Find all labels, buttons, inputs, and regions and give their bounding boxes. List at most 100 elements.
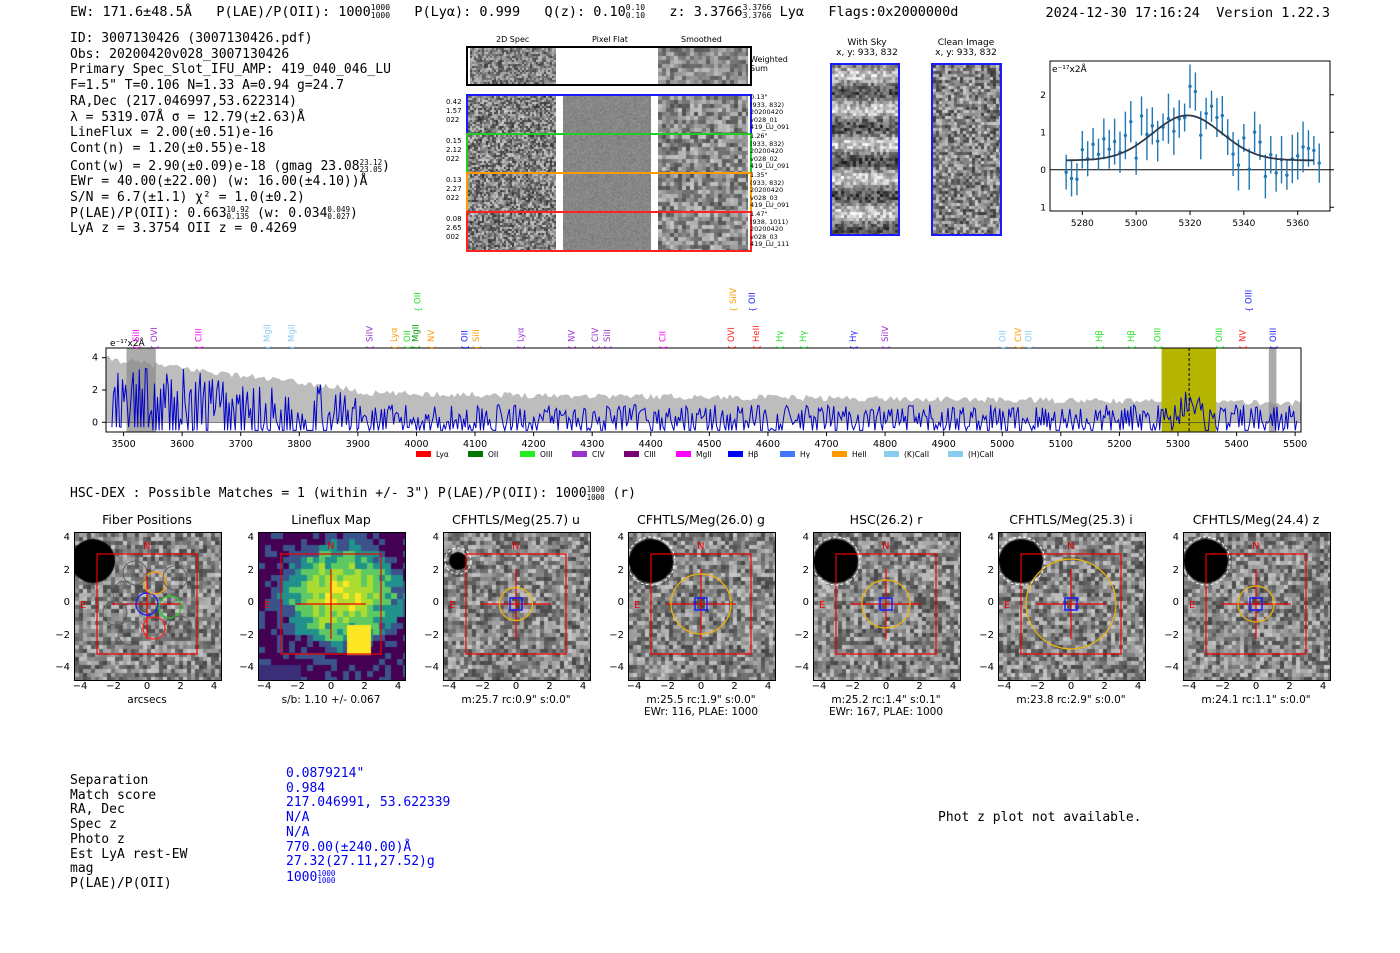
target-marker bbox=[879, 597, 893, 611]
cutout-row bbox=[466, 211, 752, 252]
emission-line-bracket: { bbox=[132, 345, 141, 350]
emission-line-bracket: { bbox=[1238, 345, 1247, 350]
panel-overlay: NE bbox=[264, 541, 382, 655]
emission-line-name: NV bbox=[427, 330, 437, 342]
emission-line-bracket: { bbox=[150, 345, 159, 350]
panel-xtick: −4 bbox=[441, 681, 457, 692]
spectrum-xtick-label: 5300 bbox=[1166, 439, 1190, 450]
zoom-point bbox=[1317, 161, 1321, 165]
flags-value: Flags:0x2000000d bbox=[828, 4, 959, 20]
panel-xtick: −4 bbox=[1181, 681, 1197, 692]
cutout-right-value: v028_02 bbox=[750, 154, 778, 163]
zoom-point bbox=[1102, 137, 1106, 141]
timestamp: 2024-12-30 17:16:24 bbox=[1045, 5, 1200, 21]
cutout-left-value: 0.15 bbox=[446, 137, 462, 145]
cutout-right-value: (938, 1011) bbox=[750, 217, 789, 226]
panel-ytick: −2 bbox=[55, 629, 70, 641]
panel-caption: m:25.5 rc:1.9" s:0.0" bbox=[646, 694, 756, 706]
aperture-circle bbox=[861, 579, 911, 629]
emission-line-label: CIV { bbox=[591, 328, 601, 350]
spectrum-xtick-label: 5400 bbox=[1224, 439, 1248, 450]
panel-title: CFHTLS/Meg(25.3) i bbox=[1009, 512, 1133, 527]
legend-swatch bbox=[728, 451, 743, 457]
emission-line-label: OII { bbox=[748, 292, 758, 312]
info-line-contw: Cont(w) = 2.90(±0.09)e-18 (gmag 23.0823.… bbox=[70, 157, 391, 175]
spectrum-xtick-label: 4400 bbox=[639, 439, 663, 450]
emission-line-label: MgII { bbox=[288, 324, 298, 350]
panel-ytick: −4 bbox=[55, 662, 70, 673]
panel-ytick: 0 bbox=[987, 597, 994, 608]
aperture-circle bbox=[670, 573, 732, 635]
emission-line-bracket: { bbox=[1127, 345, 1136, 350]
zoom-point bbox=[1242, 136, 1246, 140]
weighted-sum-row bbox=[466, 46, 752, 86]
zoom-point bbox=[1080, 148, 1085, 152]
spectrum-xtick-label: 3600 bbox=[170, 439, 194, 450]
header-bar: EW: 171.6±48.5Å P(LAE)/P(OII): 10001000 1… bbox=[70, 4, 959, 21]
panel-xtick: 2 bbox=[361, 681, 368, 692]
zoom-point bbox=[1182, 115, 1187, 120]
target-marker bbox=[509, 597, 523, 611]
legend-label: Lyα bbox=[436, 450, 449, 459]
cutout-left-values: 0.08 2.65 002 bbox=[446, 215, 462, 242]
contw-end: ) bbox=[382, 158, 390, 174]
zoom-point bbox=[1112, 139, 1117, 144]
panel-ytick: 0 bbox=[247, 597, 254, 608]
fiber-circle-other bbox=[122, 560, 148, 586]
image-panels: Fiber Positions N E −4 −2 0 2 4 4 2 0 −2 −4 arcsecs Li… bbox=[0, 510, 1400, 730]
legend-swatch bbox=[416, 451, 431, 457]
zoom-point bbox=[1134, 156, 1138, 160]
cutout-smoothed bbox=[658, 135, 748, 172]
cutout-left-value: 0.08 bbox=[446, 215, 462, 223]
panel-ytick: 0 bbox=[432, 597, 439, 608]
zoom-point bbox=[1155, 139, 1160, 143]
hsc-sup: 1000 bbox=[586, 485, 605, 494]
emission-line-bracket: { bbox=[799, 345, 808, 350]
emission-line-name: OVI bbox=[727, 327, 737, 342]
plae-text: P(LAE)/P(OII): 0.663 bbox=[70, 205, 227, 221]
bright-source-circle bbox=[999, 536, 1046, 586]
info-line: LineFlux = 2.00(±0.51)e-16 bbox=[70, 125, 274, 141]
contw-sup: 23.12 bbox=[359, 157, 383, 167]
value-photoz: N/A bbox=[286, 824, 310, 840]
panel-ytick: −4 bbox=[609, 662, 624, 673]
emission-line-name: MgII bbox=[263, 324, 273, 342]
emission-line-name: CII bbox=[658, 331, 668, 342]
panel-ytick: −2 bbox=[239, 629, 254, 641]
panel-ytick: 2 bbox=[1172, 564, 1179, 576]
cutout-right-value: 1.35" bbox=[750, 171, 768, 179]
spectrum-ytick-label: 0 bbox=[92, 417, 98, 428]
match-table-values: 0.0879214" 0.984 217.046991, 53.622339 N… bbox=[286, 766, 450, 886]
col-smoothed: Smoothed bbox=[681, 35, 722, 44]
selection-box bbox=[280, 553, 382, 655]
panel-ytick: 2 bbox=[802, 564, 809, 576]
emission-line-name: SiIV bbox=[881, 326, 891, 342]
east-label: E bbox=[264, 600, 270, 611]
panel-overlay: NE bbox=[999, 536, 1122, 655]
emission-line-label: Hγ { bbox=[776, 331, 786, 350]
panel-title: Fiber Positions bbox=[102, 512, 192, 527]
emission-line-bracket: { bbox=[390, 345, 399, 350]
panel-caption: EWr: 116, PLAE: 1000 bbox=[643, 706, 759, 718]
value-specz: N/A bbox=[286, 810, 310, 826]
fiber-circle-other bbox=[162, 565, 188, 591]
emission-line-bracket: { bbox=[1153, 345, 1162, 350]
emission-line-label: CIV { bbox=[1014, 328, 1024, 350]
cutout-left-values: 0.42 1.57 022 bbox=[446, 98, 462, 125]
legend-swatch bbox=[520, 451, 535, 457]
emission-line-label: OVI { bbox=[727, 327, 737, 350]
cutout-smoothed bbox=[658, 174, 748, 211]
spectrum-ytick-label: 2 bbox=[92, 385, 98, 396]
clean-image bbox=[931, 63, 1002, 236]
zoom-xtick-label: 5320 bbox=[1179, 219, 1202, 229]
zoom-point bbox=[1107, 147, 1111, 151]
zoom-point bbox=[1123, 133, 1128, 138]
cutout-right-values: 0.13" (933, 832) 20200420 v028_01 419_LU_091 bbox=[750, 93, 789, 132]
z-line: Lyα bbox=[779, 4, 804, 20]
panel-ytick: 4 bbox=[432, 532, 439, 543]
emission-line-bracket: { bbox=[195, 345, 204, 350]
panel-xtick: −2 bbox=[1030, 681, 1045, 692]
cutout-right-value: v028_03 bbox=[750, 232, 778, 241]
north-label: N bbox=[512, 541, 519, 552]
